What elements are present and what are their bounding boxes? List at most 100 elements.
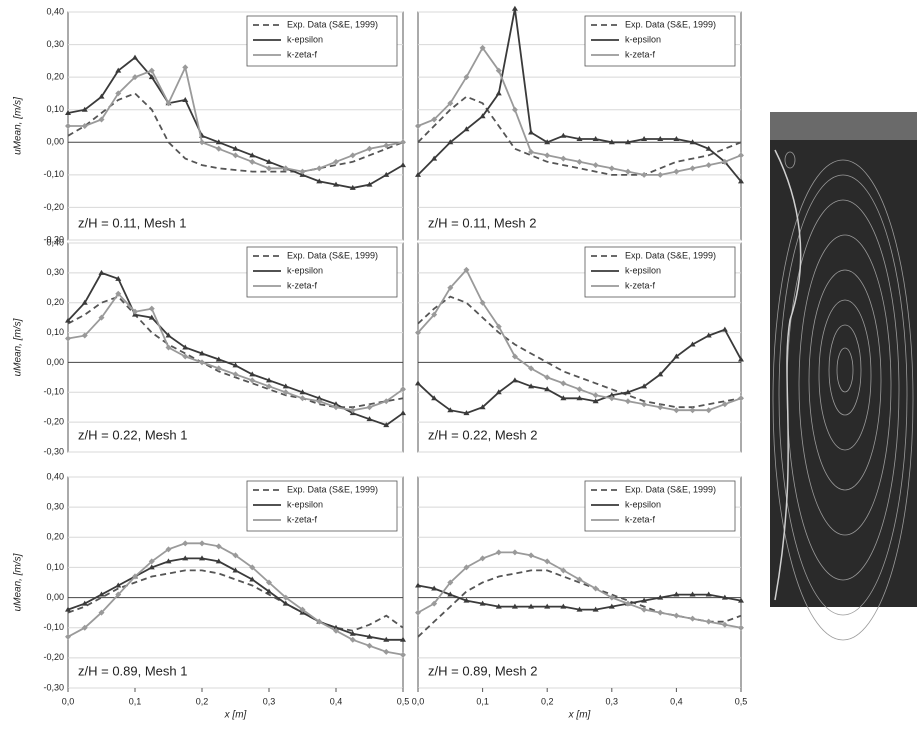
- point-marker: [148, 67, 155, 74]
- point-marker: [132, 308, 138, 315]
- point-marker: [560, 567, 567, 574]
- point-marker: [528, 383, 535, 389]
- y-tick-label: 0,40: [46, 471, 64, 481]
- point-marker: [576, 395, 583, 401]
- point-marker: [215, 558, 222, 564]
- point-marker: [115, 582, 122, 588]
- point-marker: [316, 618, 323, 625]
- y-tick-label: -0,20: [43, 652, 64, 662]
- point-marker: [132, 573, 138, 580]
- x-tick-label: 0,5: [735, 696, 748, 706]
- point-marker: [215, 139, 222, 145]
- point-marker: [624, 168, 631, 175]
- point-marker: [689, 139, 696, 145]
- series-line: [67, 569, 404, 632]
- point-marker: [463, 410, 470, 416]
- point-marker: [592, 585, 599, 592]
- legend-label: k-epsilon: [287, 34, 323, 44]
- point-marker: [447, 100, 454, 107]
- legend-box: [246, 15, 398, 67]
- y-tick-label: -0,30: [43, 682, 64, 692]
- point-marker: [511, 603, 518, 609]
- point-marker: [81, 123, 88, 129]
- point-marker: [721, 401, 728, 408]
- legend-label: k-zeta-f: [625, 49, 656, 59]
- point-marker: [65, 335, 71, 342]
- x-axis-label: x [m]: [224, 710, 247, 721]
- point-marker: [81, 600, 88, 606]
- point-marker: [528, 129, 535, 135]
- y-tick-label: 0,40: [46, 237, 64, 247]
- point-marker: [182, 344, 189, 350]
- point-marker: [560, 132, 567, 138]
- point-marker: [560, 380, 567, 387]
- point-marker: [349, 630, 356, 636]
- x-tick-label: 0,1: [129, 696, 142, 706]
- point-marker: [115, 290, 122, 297]
- x-tick-label: 0,2: [196, 696, 209, 706]
- point-marker: [249, 371, 256, 377]
- series-line: [417, 95, 742, 176]
- point-marker: [544, 603, 551, 609]
- point-marker: [115, 591, 122, 598]
- point-marker: [400, 651, 406, 658]
- point-marker: [249, 152, 256, 158]
- point-marker: [182, 540, 189, 547]
- point-marker: [366, 642, 373, 649]
- point-marker: [641, 171, 648, 178]
- point-marker: [383, 398, 390, 405]
- point-marker: [576, 576, 583, 583]
- y-tick-label: 0,30: [46, 267, 64, 277]
- point-marker: [232, 552, 239, 559]
- point-marker: [115, 67, 122, 73]
- point-marker: [528, 603, 535, 609]
- point-marker: [148, 314, 155, 320]
- point-marker: [415, 582, 421, 588]
- point-marker: [447, 139, 454, 145]
- y-tick-label: -0,10: [43, 622, 64, 632]
- point-marker: [316, 395, 323, 401]
- point-marker: [560, 155, 567, 162]
- series-line: [67, 92, 404, 173]
- point-marker: [721, 621, 728, 628]
- point-marker: [349, 636, 356, 643]
- y-axis-label: uMean, [m/s]: [13, 97, 24, 155]
- point-marker: [544, 386, 551, 392]
- point-marker: [592, 398, 599, 404]
- point-marker: [592, 136, 599, 142]
- point-marker: [400, 139, 406, 146]
- x-tick-label: 0,3: [606, 696, 619, 706]
- point-marker: [282, 383, 289, 389]
- x-tick-label: 0,0: [62, 696, 75, 706]
- point-marker: [415, 380, 421, 386]
- point-marker: [65, 633, 71, 640]
- legend-label: k-zeta-f: [287, 49, 318, 59]
- point-marker: [431, 395, 438, 401]
- point-marker: [608, 139, 615, 145]
- point-marker: [592, 606, 599, 612]
- point-marker: [199, 350, 205, 356]
- flow-top-band: [770, 112, 917, 140]
- point-marker: [266, 377, 272, 383]
- y-tick-label: 0,00: [46, 137, 64, 147]
- point-marker: [65, 109, 71, 115]
- point-marker: [65, 606, 71, 612]
- point-marker: [447, 579, 454, 586]
- point-marker: [544, 374, 551, 381]
- point-marker: [544, 152, 551, 159]
- point-marker: [383, 636, 390, 642]
- point-marker: [333, 627, 339, 634]
- point-marker: [641, 136, 648, 142]
- point-marker: [415, 329, 421, 336]
- point-marker: [81, 299, 88, 305]
- point-marker: [673, 591, 680, 597]
- point-marker: [266, 165, 272, 172]
- point-marker: [182, 555, 189, 561]
- point-marker: [608, 165, 615, 172]
- point-marker: [199, 540, 205, 547]
- point-marker: [431, 116, 438, 123]
- point-marker: [576, 386, 583, 393]
- point-marker: [641, 383, 648, 389]
- legend-box: [246, 246, 398, 298]
- legend-label: k-epsilon: [625, 499, 661, 509]
